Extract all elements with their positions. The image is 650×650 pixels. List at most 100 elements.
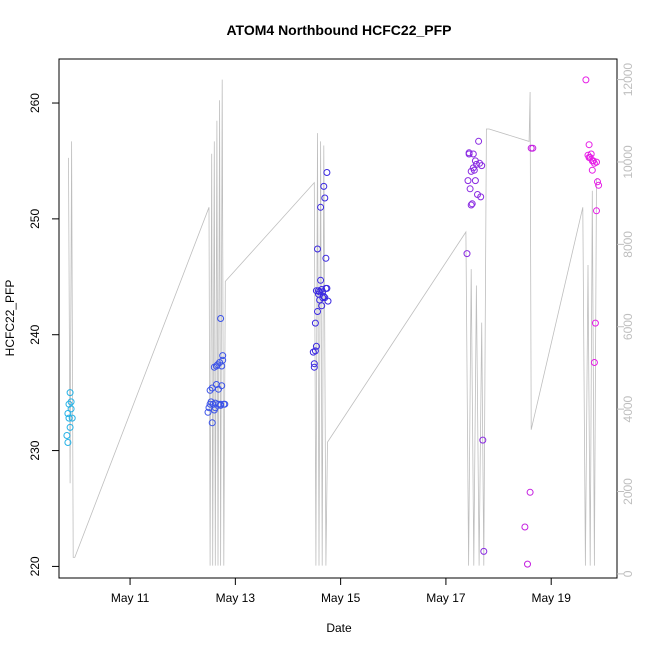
data-point <box>478 162 486 170</box>
data-point <box>479 436 487 444</box>
data-point <box>214 361 221 369</box>
y2-tick-label: 4000 <box>621 395 635 422</box>
data-point <box>318 302 326 310</box>
data-point <box>66 389 74 397</box>
right-axis: 0 2000 4000 6000 8000 10000 12000 <box>617 63 635 577</box>
data-point <box>524 560 531 568</box>
y-tick-label: 260 <box>28 93 42 113</box>
data-point <box>465 150 473 158</box>
altitude-line-layer <box>68 79 599 566</box>
x-axis: May 11 May 13 May 15 May 17 May 19 <box>111 578 571 605</box>
data-point <box>588 166 596 174</box>
data-point <box>471 177 479 185</box>
data-point <box>321 194 329 202</box>
data-point <box>219 352 227 360</box>
data-point <box>312 342 320 350</box>
data-point <box>469 150 477 158</box>
y-axis-label: HCFC22_PFP <box>3 280 17 357</box>
data-point <box>314 245 321 253</box>
data-point <box>469 164 477 172</box>
data-point <box>466 185 474 193</box>
data-point <box>206 386 214 394</box>
data-point <box>529 144 537 152</box>
data-point <box>311 347 319 355</box>
data-point <box>317 203 325 211</box>
data-point <box>215 385 222 393</box>
data-point <box>310 360 318 368</box>
data-point <box>64 410 72 417</box>
y2-tick-label: 8000 <box>621 231 635 258</box>
x-tick-label: May 11 <box>111 591 150 605</box>
data-point <box>208 419 216 427</box>
data-point <box>324 297 332 305</box>
x-tick-label: May 17 <box>426 591 466 605</box>
data-point <box>204 408 212 416</box>
data-point <box>471 157 479 165</box>
data-point <box>63 432 71 439</box>
plot-frame <box>58 58 618 579</box>
data-point <box>218 362 226 370</box>
data-point <box>480 547 488 555</box>
data-point <box>463 250 471 258</box>
y2-tick-label: 0 <box>621 570 635 577</box>
y-tick-label: 240 <box>28 324 42 344</box>
data-point <box>593 158 600 166</box>
y2-tick-label: 2000 <box>621 478 635 505</box>
data-point <box>315 287 322 295</box>
y-tick-label: 220 <box>28 556 42 576</box>
data-point <box>582 76 590 84</box>
data-point <box>585 141 593 149</box>
data-point <box>475 137 483 145</box>
data-point <box>64 439 72 446</box>
data-point <box>208 384 216 392</box>
data-point <box>67 398 75 406</box>
altitude-line <box>68 79 599 566</box>
data-point <box>595 181 603 189</box>
data-point <box>477 193 485 201</box>
data-point <box>464 177 472 185</box>
data-point <box>66 423 74 431</box>
data-point <box>217 401 225 409</box>
data-point <box>67 405 75 413</box>
data-point <box>587 150 595 158</box>
data-point <box>320 293 328 300</box>
y2-tick-label: 12000 <box>621 63 635 97</box>
data-point <box>320 182 328 190</box>
chart-title: ATOM4 Northbound HCFC22_PFP <box>226 22 451 38</box>
data-point <box>310 363 318 371</box>
y2-tick-label: 10000 <box>621 145 635 179</box>
data-point <box>312 287 320 295</box>
data-point <box>212 362 220 370</box>
y-axis: 220 230 240 250 260 <box>28 93 59 576</box>
y-tick-label: 250 <box>28 209 42 229</box>
data-points-layer <box>63 76 603 568</box>
data-point <box>207 398 215 406</box>
data-point <box>591 319 599 327</box>
data-point <box>65 414 73 422</box>
data-point <box>521 523 529 531</box>
data-point <box>526 488 534 496</box>
data-point <box>314 308 321 315</box>
x-tick-label: May 13 <box>216 591 256 605</box>
y2-tick-label: 6000 <box>621 313 635 340</box>
data-point <box>467 201 475 209</box>
data-point <box>318 286 326 293</box>
data-point <box>317 276 325 284</box>
data-point <box>322 254 330 262</box>
data-point <box>68 414 76 422</box>
x-tick-label: May 15 <box>321 591 361 605</box>
data-point <box>594 178 601 186</box>
data-point <box>221 400 229 408</box>
data-point <box>323 169 331 176</box>
data-point <box>323 284 331 292</box>
x-tick-label: May 19 <box>532 591 572 605</box>
data-point <box>468 200 476 208</box>
data-point <box>590 359 598 366</box>
x-axis-label: Date <box>326 621 352 635</box>
data-point <box>217 315 225 322</box>
y-tick-label: 230 <box>28 440 42 460</box>
data-point <box>593 207 600 215</box>
data-point <box>467 167 475 175</box>
data-point <box>311 319 319 327</box>
